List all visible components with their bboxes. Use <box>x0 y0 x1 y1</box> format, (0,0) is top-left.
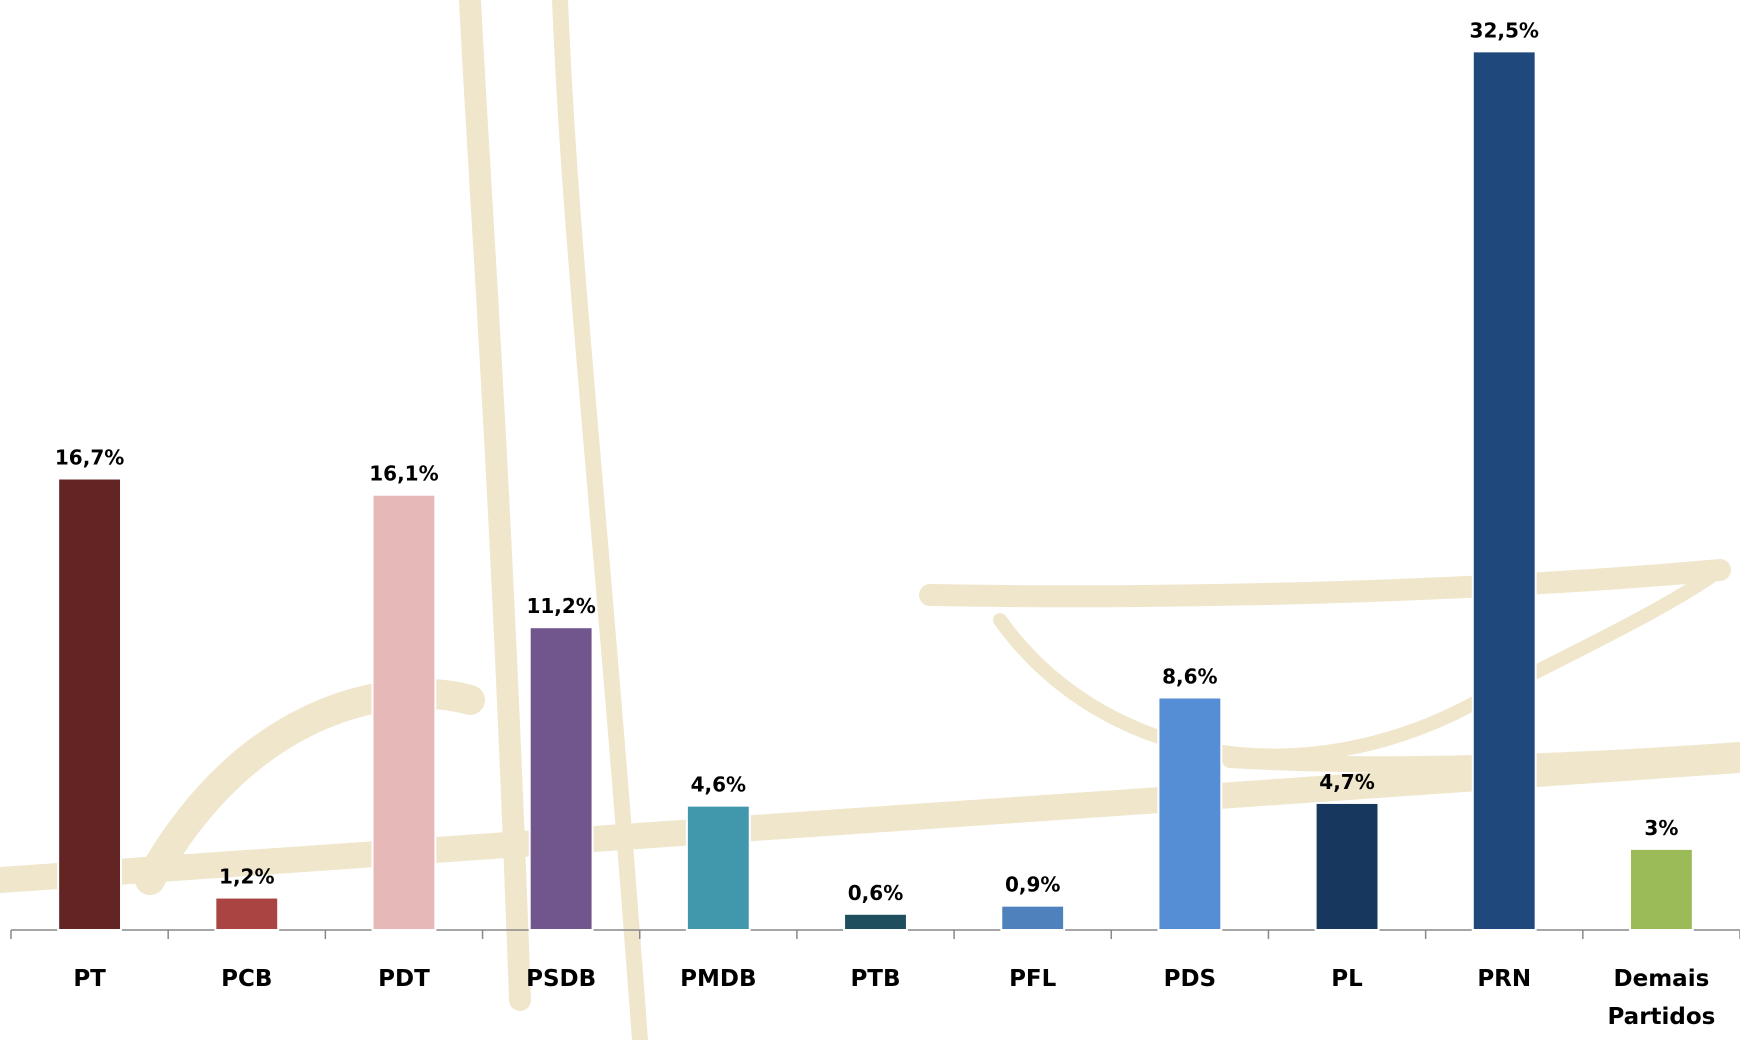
value-label: 16,7% <box>55 446 124 470</box>
x-tick-label: PTB <box>850 966 900 992</box>
value-label: 16,1% <box>369 462 438 486</box>
bar <box>1630 849 1693 930</box>
x-tick-label: PSDB <box>526 966 596 992</box>
x-tick-label: PMDB <box>680 966 756 992</box>
bar <box>1316 803 1379 930</box>
value-label: 3% <box>1644 816 1678 840</box>
bar <box>1001 906 1064 930</box>
value-label: 1,2% <box>219 865 274 889</box>
x-tick-label: PT <box>73 966 106 992</box>
x-tick-label: PRN <box>1477 966 1531 992</box>
x-tick-label: PL <box>1331 966 1363 992</box>
page: PT 16,7% PCB 1,2% PDT 16,1% PSDB 11,2% PMDB 4,6% P… <box>0 0 1740 1040</box>
x-tick-label: PCB <box>221 966 272 992</box>
value-label: 4,6% <box>691 773 746 797</box>
value-label: 0,6% <box>848 881 903 905</box>
bar <box>844 914 907 930</box>
bar <box>215 898 278 930</box>
bar <box>530 627 593 930</box>
value-label: 32,5% <box>1470 18 1539 42</box>
value-label: 4,7% <box>1319 770 1374 794</box>
bar <box>687 806 750 930</box>
chart: PT 16,7% PCB 1,2% PDT 16,1% PSDB 11,2% PMDB 4,6% P… <box>0 0 1740 1040</box>
x-tick-label: PDT <box>378 966 430 992</box>
value-label: 11,2% <box>526 594 595 618</box>
x-tick-label: PFL <box>1009 966 1057 992</box>
bar <box>58 479 121 930</box>
value-label: 8,6% <box>1162 665 1217 689</box>
bar <box>1473 51 1536 930</box>
bar <box>373 495 436 930</box>
value-label: 0,9% <box>1005 873 1060 897</box>
x-tick-label: PDS <box>1164 966 1217 992</box>
bar <box>1158 698 1221 931</box>
